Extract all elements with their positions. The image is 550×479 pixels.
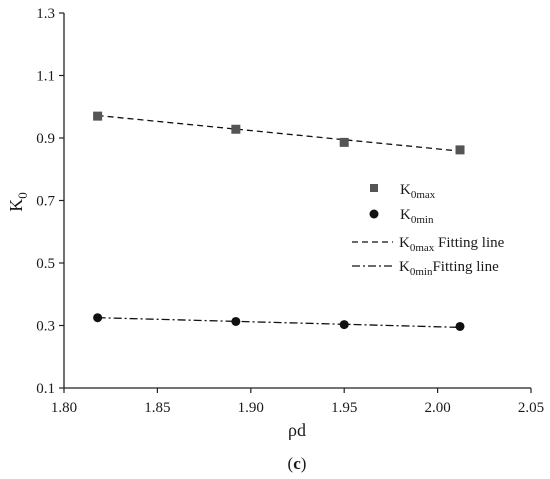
y-axis-label: K0 bbox=[6, 192, 30, 212]
legend-label-k0max: K0max bbox=[400, 182, 436, 201]
x-tick-label: 1.80 bbox=[51, 400, 77, 416]
legend-marker-k0min bbox=[369, 209, 379, 219]
k0min-point bbox=[455, 321, 465, 331]
y-tick-label: 0.9 bbox=[36, 131, 55, 147]
y-axis-label-sub: 0 bbox=[15, 192, 30, 199]
k0max-point bbox=[93, 111, 103, 121]
y-tick-label: 0.1 bbox=[36, 381, 55, 397]
y-tick-label: 0.5 bbox=[36, 256, 55, 272]
k0min-point bbox=[339, 320, 349, 330]
panel-label-letter: c bbox=[293, 454, 301, 473]
k0min-point bbox=[93, 313, 103, 323]
data-points bbox=[93, 111, 465, 331]
y-tick-label: 0.7 bbox=[36, 194, 55, 210]
fit-line-k0max bbox=[97, 114, 461, 152]
x-tick-label: 1.95 bbox=[331, 400, 357, 416]
fit-line-k0min bbox=[97, 317, 461, 329]
k0max-point bbox=[231, 124, 241, 134]
fitting-lines bbox=[97, 114, 461, 329]
legend-marker-k0max bbox=[370, 184, 378, 192]
x-tick-label: 2.05 bbox=[518, 400, 544, 416]
legend-label-k0max-fit: K0max Fitting line bbox=[399, 235, 505, 254]
axis-ticks: 1.80 1.85 1.90 1.95 2.00 2.05 0.1 0.3 0.5 0.7 0.9 1… bbox=[36, 6, 544, 416]
k0max-point bbox=[455, 145, 465, 155]
y-tick-label: 1.1 bbox=[36, 69, 55, 85]
legend: K0max K0min K0max Fitting line K0minFitt… bbox=[352, 182, 505, 278]
k0min-point bbox=[231, 316, 241, 326]
legend-label-k0min: K0min bbox=[400, 207, 434, 226]
x-tick-label: 1.85 bbox=[144, 400, 170, 416]
y-tick-label: 1.3 bbox=[36, 6, 55, 22]
x-tick-label: 1.90 bbox=[238, 400, 264, 416]
y-axis-label-main: K bbox=[6, 199, 26, 212]
k0max-point bbox=[339, 137, 349, 147]
y-tick-label: 0.3 bbox=[36, 319, 55, 335]
x-tick-label: 2.00 bbox=[424, 400, 450, 416]
panel-label: (c) bbox=[288, 454, 307, 473]
x-axis-label: ρd bbox=[288, 420, 306, 440]
legend-label-k0min-fit: K0minFitting line bbox=[399, 259, 499, 278]
